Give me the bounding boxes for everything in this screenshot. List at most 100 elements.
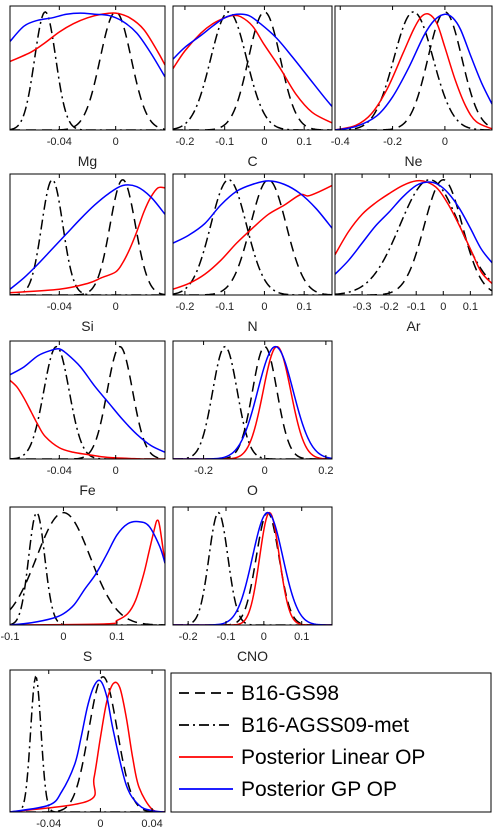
series-linear-c	[173, 14, 332, 124]
tick-label-ar-2: -0.1	[407, 301, 426, 313]
axes-box-s	[9, 506, 166, 626]
curves-o	[173, 345, 332, 459]
series-linear-fe	[10, 379, 165, 459]
tick-label-met-0: -0.04	[36, 818, 61, 830]
tick-label-n-0: -0.2	[175, 301, 194, 313]
panel-n: -0.2 -0.1 0 0.1 N	[172, 173, 333, 334]
axes-box-ne	[334, 5, 493, 131]
series-agss09-s	[10, 511, 165, 625]
series-agss09-o	[173, 345, 332, 459]
tick-label-ar-1: -0.2	[380, 301, 399, 313]
curves-fe	[10, 345, 165, 459]
tick-label-cno-3: 0.1	[294, 631, 309, 643]
tick-label-n-2: 0	[261, 301, 267, 313]
tick-label-ar-4: 0.1	[463, 301, 478, 313]
xlabel-fe: Fe	[79, 482, 96, 498]
tick-label-met-1: 0	[97, 818, 103, 830]
series-gs98-o	[173, 345, 332, 459]
tick-label-n-1: -0.1	[215, 301, 234, 313]
legend: B16-GS98 B16-AGSS09-met Posterior Linear…	[170, 672, 492, 813]
curves-mg	[10, 11, 165, 130]
curves-si	[10, 178, 165, 295]
series-gp-met	[10, 679, 165, 812]
series-gp-o	[173, 345, 332, 459]
curves-s	[10, 511, 165, 625]
xlabel-mg: Mg	[78, 153, 97, 169]
tick-label-o-2: 0.2	[318, 465, 333, 477]
series-linear-ne	[335, 13, 492, 130]
series-gp-ne	[335, 13, 492, 130]
panel-ar: -0.3 -0.2 -0.1 0 0.1 Ar	[334, 173, 493, 334]
series-gs98-ne	[335, 11, 492, 130]
tick-label-cno-1: -0.1	[217, 631, 236, 643]
xlabel-c: C	[247, 153, 257, 169]
series-gp-ar	[335, 181, 492, 275]
series-agss09-cno	[173, 511, 332, 625]
curves-met	[10, 675, 165, 812]
series-agss09-si	[10, 178, 165, 295]
tick-label-cno-2: 0	[261, 631, 267, 643]
series-gs98-s	[10, 511, 165, 625]
series-agss09-c	[173, 11, 332, 130]
curves-ne	[335, 11, 492, 130]
axes-box-mg	[9, 5, 166, 131]
series-gp-si	[10, 184, 165, 290]
tick-label-met-2: 0.04	[141, 818, 162, 830]
axes-box-n	[172, 173, 333, 296]
tick-label-c-1: -0.1	[215, 136, 234, 148]
series-linear-n	[173, 184, 332, 290]
legend-label-gp: Posterior GP OP	[241, 778, 397, 801]
xlabel-ar: Ar	[407, 318, 421, 334]
series-gs98-cno	[173, 511, 332, 625]
tick-label-s-1: 0	[60, 631, 66, 643]
series-agss09-ar	[335, 179, 492, 295]
legend-label-gs98: B16-GS98	[241, 682, 339, 705]
series-gp-cno	[173, 511, 332, 625]
panel-cno: -0.2 -0.1 0 0.1 CNO	[172, 506, 333, 664]
series-linear-si	[10, 186, 165, 294]
legend-label-agss09: B16-AGSS09-met	[241, 714, 409, 737]
tick-label-ne-1: -0.2	[383, 136, 402, 148]
axes-box-fe	[9, 340, 166, 460]
series-gs98-fe	[10, 345, 165, 459]
tick-label-n-3: 0.1	[297, 301, 312, 313]
series-gs98-si	[10, 178, 165, 295]
series-agss09-n	[173, 178, 332, 295]
panel-fe: -0.04 0 Fe	[9, 340, 166, 498]
tick-label-mg-1: 0	[113, 136, 119, 148]
xlabel-met: met	[76, 835, 99, 837]
tick-label-s-0: -0.1	[1, 631, 20, 643]
tick-label-fe-1: 0	[113, 465, 119, 477]
xlabel-n: N	[247, 318, 257, 334]
tick-label-fe-0: -0.04	[47, 465, 72, 477]
xlabel-o: O	[247, 482, 258, 498]
tick-label-s-2: 0.1	[109, 631, 124, 643]
panel-ne: -0.4 -0.2 0 Ne	[331, 5, 493, 169]
panel-si: -0.04 0 Si	[9, 173, 166, 334]
panel-c: -0.2 -0.1 0 0.1 C	[172, 5, 333, 169]
panel-s: -0.1 0 0.1 S	[1, 506, 166, 664]
xlabel-si: Si	[81, 318, 93, 334]
curves-c	[173, 11, 332, 130]
curves-n	[173, 178, 332, 295]
tick-label-si-0: -0.04	[47, 301, 72, 313]
series-gp-fe	[10, 347, 165, 453]
series-agss09-mg	[10, 11, 165, 130]
panel-o: -0.2 0 0.2 O	[172, 340, 334, 498]
tick-label-ne-0: -0.4	[331, 136, 350, 148]
series-gp-n	[173, 180, 332, 244]
series-linear-ar	[335, 179, 492, 285]
xlabel-ne: Ne	[405, 153, 423, 169]
tick-label-c-3: 0.1	[297, 136, 312, 148]
xlabel-s: S	[83, 648, 92, 664]
tick-label-ar-0: -0.3	[353, 301, 372, 313]
tick-label-mg-0: -0.04	[47, 136, 72, 148]
axes-box-si	[9, 173, 166, 296]
series-agss09-ne	[335, 11, 492, 130]
panel-mg: -0.04 0 Mg	[9, 5, 166, 169]
tick-label-c-2: 0	[261, 136, 267, 148]
series-gs98-mg	[10, 11, 165, 130]
series-gs98-ar	[335, 179, 492, 295]
panel-met: -0.04 0 0.04 met	[9, 669, 166, 837]
